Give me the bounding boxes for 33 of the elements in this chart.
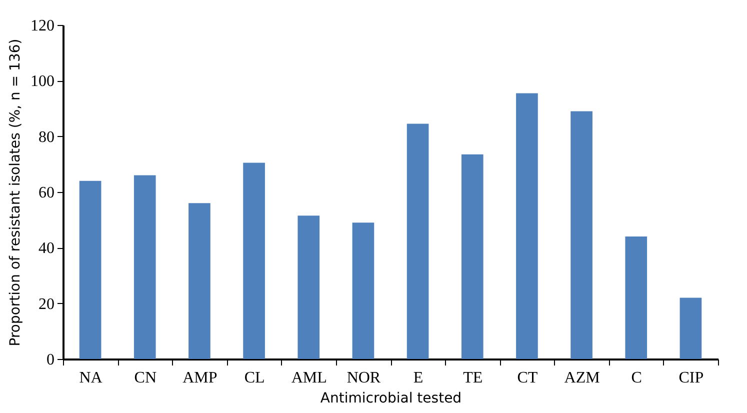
y-tick-label: 20: [38, 296, 54, 313]
bar: [680, 298, 702, 359]
x-tick-label: CN: [134, 370, 157, 386]
y-tick-label: 60: [38, 184, 54, 202]
y-axis-title: Proportion of resistant isolates (%, n = 136): [8, 38, 24, 346]
x-tick-label: NOR: [346, 370, 381, 386]
x-tick-label: NA: [79, 370, 103, 386]
x-tick-label: AZM: [564, 370, 600, 386]
y-tick-label: 80: [38, 128, 54, 146]
x-tick-label: CL: [244, 370, 265, 386]
bar: [570, 111, 592, 359]
bar: [243, 162, 265, 359]
x-tick-label: E: [413, 370, 424, 386]
bar: [298, 216, 320, 359]
bar: [461, 154, 484, 359]
bar: [352, 222, 374, 359]
y-tick-label: 120: [30, 18, 54, 34]
bar: [625, 236, 648, 359]
y-tick-label: 100: [30, 73, 54, 90]
x-tick-label: C: [631, 370, 642, 386]
bar: [406, 124, 429, 359]
x-tick-label: CIP: [678, 370, 704, 386]
bar: [79, 180, 102, 359]
x-tick-label: AMP: [182, 370, 218, 386]
y-tick-label: 0: [46, 352, 54, 368]
bar: [516, 93, 538, 359]
x-tick-label: CT: [517, 370, 538, 386]
x-tick-label: TE: [463, 370, 483, 386]
x-axis-title: Antimicrobial tested: [320, 390, 462, 406]
y-tick-label: 40: [38, 240, 54, 258]
bar: [188, 203, 210, 359]
x-tick-label: AML: [291, 370, 327, 386]
bar: [134, 175, 156, 359]
